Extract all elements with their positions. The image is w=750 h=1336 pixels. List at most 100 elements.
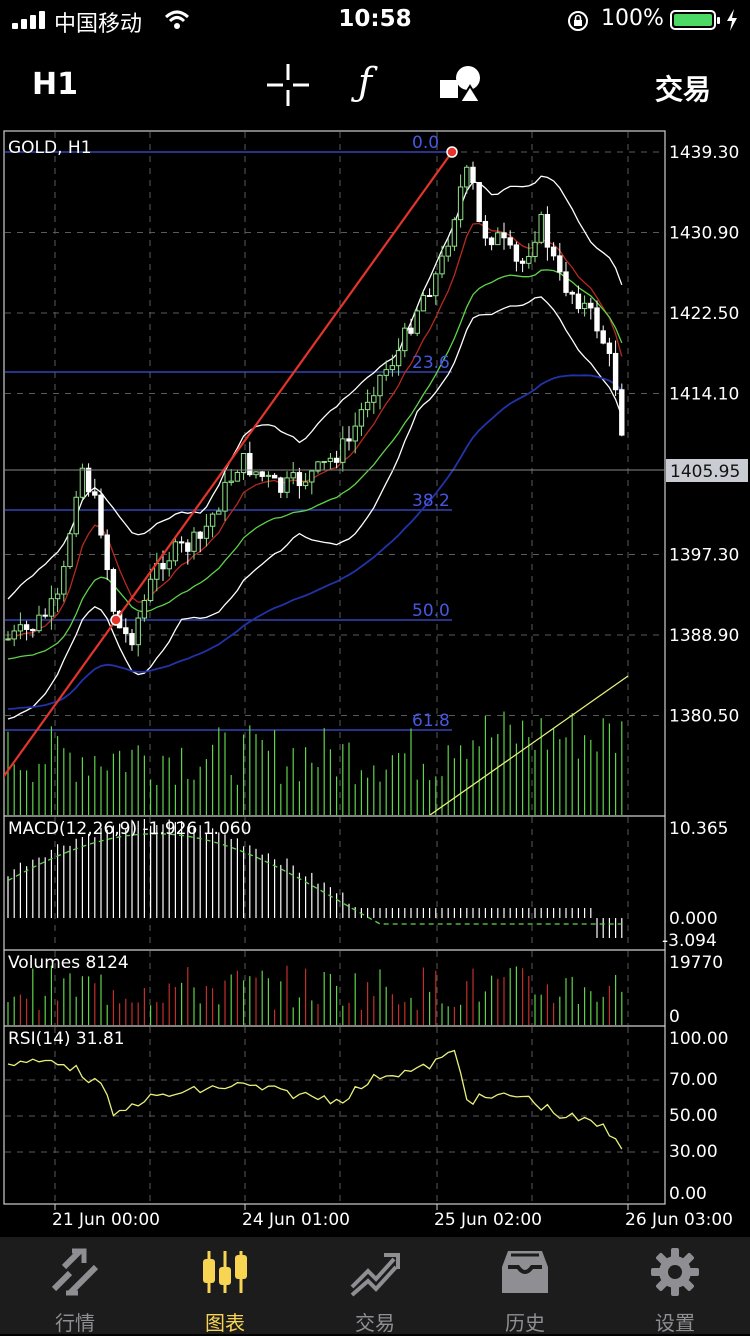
candle-body: [240, 452, 247, 473]
macd-axis-label: 0.000: [669, 909, 718, 929]
fib-level-label: 0.0: [412, 133, 439, 153]
macd-axis-label: -3.094: [662, 931, 717, 951]
volumes-label: Volumes 8124: [8, 953, 129, 973]
candle-body: [352, 425, 358, 442]
candle-body: [160, 562, 166, 570]
chart-candles-icon: [203, 1251, 247, 1293]
tab-label: 设置: [655, 1311, 695, 1335]
candle-body: [408, 327, 414, 334]
candle-body: [544, 213, 551, 248]
fib-level-label: 38.2: [412, 491, 450, 511]
candle-body: [526, 256, 532, 264]
candle-body: [296, 472, 303, 487]
battery-icon: [670, 10, 720, 30]
crosshair-icon[interactable]: [265, 62, 311, 108]
rsi-axis-label: 30.00: [669, 1142, 718, 1162]
candle-body: [259, 471, 265, 477]
chart-area[interactable]: GOLD, H1 MACD(12,26,9) -1.926 1.060 Volu…: [0, 128, 750, 1232]
tab-history[interactable]: 历史: [450, 1237, 600, 1335]
indicators-button[interactable]: ƒ: [358, 60, 373, 104]
candle-body: [17, 624, 24, 632]
tab-chart[interactable]: 图表: [150, 1237, 300, 1335]
carrier-name: 中国移动: [54, 12, 143, 37]
objects-icon[interactable]: [438, 62, 484, 108]
candle-body: [371, 395, 377, 403]
tab-trade[interactable]: 交易: [300, 1237, 450, 1335]
trade-icon: [350, 1253, 400, 1297]
time-axis-label: 21 Jun 00:00: [52, 1210, 160, 1230]
candle-body: [172, 541, 179, 562]
candle-body: [315, 461, 321, 472]
candle-body: [389, 365, 396, 371]
candle-body: [98, 494, 104, 536]
candle-body: [519, 260, 526, 264]
price-axis-label: 1388.90: [669, 626, 739, 646]
candle-body: [457, 186, 464, 221]
trade-button[interactable]: 交易: [655, 73, 712, 106]
price-axis-label: 1439.30: [669, 143, 739, 163]
candle-body: [129, 633, 135, 646]
candle-body: [166, 560, 172, 570]
status-bar: 中国移动 10:58 100%: [0, 0, 750, 40]
rsi-axis-label: 70.00: [669, 1070, 718, 1090]
candle-body: [495, 232, 501, 246]
candle-body: [594, 307, 600, 332]
candle-body: [433, 273, 439, 297]
candle-body: [501, 232, 507, 239]
macd-axis-label: 10.365: [669, 819, 728, 839]
candle-body: [73, 496, 79, 535]
tab-label: 行情: [55, 1311, 95, 1335]
price-axis-label: 1397.30: [669, 546, 739, 566]
candle-body: [284, 477, 290, 493]
signal-icon: [12, 11, 48, 29]
candle-body: [439, 255, 445, 275]
candle-body: [302, 481, 309, 487]
tab-label: 交易: [355, 1311, 395, 1335]
tab-label: 图表: [205, 1311, 245, 1335]
candle-body: [92, 491, 98, 496]
candle-body: [557, 255, 563, 273]
history-icon: [502, 1251, 548, 1293]
battery-percent: 100%: [601, 6, 664, 31]
candle-body: [265, 474, 272, 477]
candle-body: [290, 472, 296, 479]
fib-level-label: 50.0: [412, 601, 450, 621]
candle-body: [507, 237, 513, 246]
candle-body: [364, 401, 371, 411]
candle-body: [234, 471, 241, 482]
candle-body: [135, 617, 141, 646]
timeframe-button[interactable]: H1: [32, 67, 78, 102]
volume-axis-label: 19770: [669, 953, 723, 973]
symbol-label: GOLD, H1: [8, 138, 92, 158]
rsi-axis-label: 100.00: [669, 1029, 728, 1049]
candle-body: [488, 237, 495, 246]
candle-body: [612, 352, 619, 391]
price-axis-label: 1414.10: [669, 385, 739, 405]
candle-body: [538, 213, 544, 243]
candle-body: [333, 457, 340, 463]
candle-body: [216, 510, 222, 515]
candle-body: [141, 600, 148, 619]
gear-icon: [651, 1248, 699, 1296]
tab-settings[interactable]: 设置: [600, 1237, 750, 1335]
candle-body: [85, 467, 92, 493]
candle-body: [147, 578, 154, 602]
candle-body: [451, 219, 458, 247]
chart-toolbar: H1 ƒ 交易: [0, 50, 750, 120]
price-chart: GOLD, H1 MACD(12,26,9) -1.926 1.060 Volu…: [3, 130, 748, 1230]
candle-body: [11, 630, 17, 640]
candle-body: [54, 593, 61, 600]
tab-quotes[interactable]: 行情: [0, 1237, 150, 1335]
candle-body: [203, 525, 210, 539]
rsi-axis-label: 0.00: [669, 1184, 707, 1204]
candle-body: [327, 457, 334, 462]
candle-body: [383, 369, 389, 376]
candle-body: [532, 241, 538, 258]
candle-body: [23, 624, 30, 630]
candle-body: [513, 244, 520, 262]
time-axis-label: 24 Jun 01:00: [242, 1210, 350, 1230]
candle-body: [414, 310, 420, 334]
tab-bar: 行情 图表 交易 历史: [0, 1237, 750, 1335]
candle-body: [61, 566, 67, 595]
candle-body: [377, 374, 383, 397]
